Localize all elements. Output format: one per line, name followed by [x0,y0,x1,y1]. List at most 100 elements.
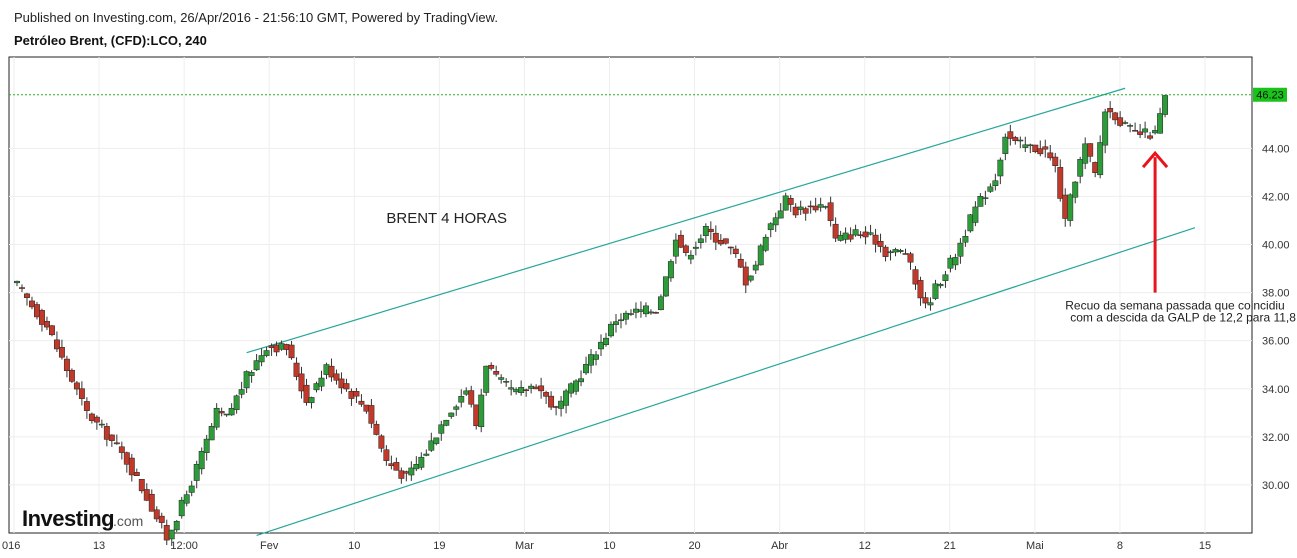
candle-up [428,440,435,451]
candle-down [218,411,225,414]
candle-up [323,364,330,375]
y-tick-label: 36.00 [1262,336,1290,348]
candle-down [1137,131,1144,135]
candle-up [1002,136,1009,154]
x-tick-label: 12:00 [170,540,198,552]
candle-down [93,416,100,423]
grid [9,57,1252,533]
candle-up [952,257,959,266]
x-tick-label: 21 [944,540,956,552]
annotation-arrow [1141,150,1169,293]
y-axis: 30.00 32.00 34.00 36.00 38.00 40.00 42.00 44.00 [1262,143,1290,492]
candle-down [58,347,65,358]
candle-down [742,266,749,286]
candle-down [43,321,50,328]
candle-up [1142,128,1149,133]
candle-up [1067,194,1074,221]
candle-up [613,321,619,325]
candle-down [832,223,839,239]
candle-down [283,344,290,350]
candle-up [603,337,609,345]
x-axis: 016 13 12:00 Fev 10 19 Mar 10 20 Abr 12 21 Mai 8 15 [2,540,1211,552]
candle-up [687,254,694,260]
candlesticks [14,94,1169,546]
candle-down [143,489,150,501]
candle-down [543,392,550,397]
annotation-text: BRENT 4 HORAS [386,210,507,227]
candle-up [932,283,939,299]
candle-down [68,369,75,382]
candle-up [1157,113,1164,134]
x-tick-label: 016 [2,540,20,552]
candle-down [847,234,854,240]
candle-down [63,358,70,371]
candle-up [967,214,974,232]
candle-down [882,246,889,257]
candle-up [987,186,994,192]
candle-down [333,373,340,381]
candle-up [503,381,510,383]
candle-down [473,404,480,427]
y-tick-label: 34.00 [1262,384,1290,396]
x-tick-label: Mar [515,540,534,552]
candle-down [523,389,530,391]
candle-up [662,276,669,297]
y-tick-label: 40.00 [1262,240,1290,252]
candle-down [34,304,40,318]
candle-down [78,388,85,399]
candle-down [712,232,719,243]
candle-up [453,406,460,410]
candle-down [24,293,30,298]
candle-down [153,509,160,520]
logo-suffix: .com [113,513,143,529]
candle-up [14,280,20,284]
candle-down [148,493,155,512]
candle-up [513,389,520,393]
candle-down [922,297,929,304]
x-tick-label: 19 [433,540,445,552]
candle-up [1127,125,1134,127]
candle-up [937,283,944,287]
candle-up [198,450,205,470]
candle-up [1162,95,1169,115]
candle-up [797,206,804,210]
candle-down [1052,156,1059,166]
candle-up [618,319,624,322]
candle-down [393,462,400,471]
candle-up [518,387,525,393]
candle-up [657,296,664,311]
candle-down [1062,194,1069,219]
candle-up [817,204,824,208]
candle-up [168,529,175,540]
investing-logo: Investing .com [22,506,143,531]
y-tick-label: 32.00 [1262,432,1290,444]
candle-up [852,229,859,236]
candle-down [103,426,110,440]
candle-up [997,159,1004,177]
candle-down [388,463,395,466]
candle-up [977,196,984,207]
candle-down [1007,131,1014,139]
candle-down [88,413,95,421]
candle-up [777,210,784,219]
candle-up [278,343,285,350]
candle-up [942,274,949,281]
candle-down [538,385,545,392]
candle-up [443,419,450,426]
candle-down [338,378,345,389]
candle-down [548,395,555,408]
candle-up [947,257,954,269]
candle-down [138,479,145,492]
candle-up [767,223,774,231]
candle-up [897,250,904,253]
candle-up [413,464,420,470]
candle-up [1072,181,1079,198]
annotation-text: com a descida da GALP de 12,2 para 11,8 [1070,310,1296,324]
candle-up [243,371,250,389]
candle-up [702,225,709,236]
candle-down [1107,108,1114,113]
x-tick-label: Abr [771,540,788,552]
candle-up [318,377,325,387]
candle-up [1152,130,1159,134]
